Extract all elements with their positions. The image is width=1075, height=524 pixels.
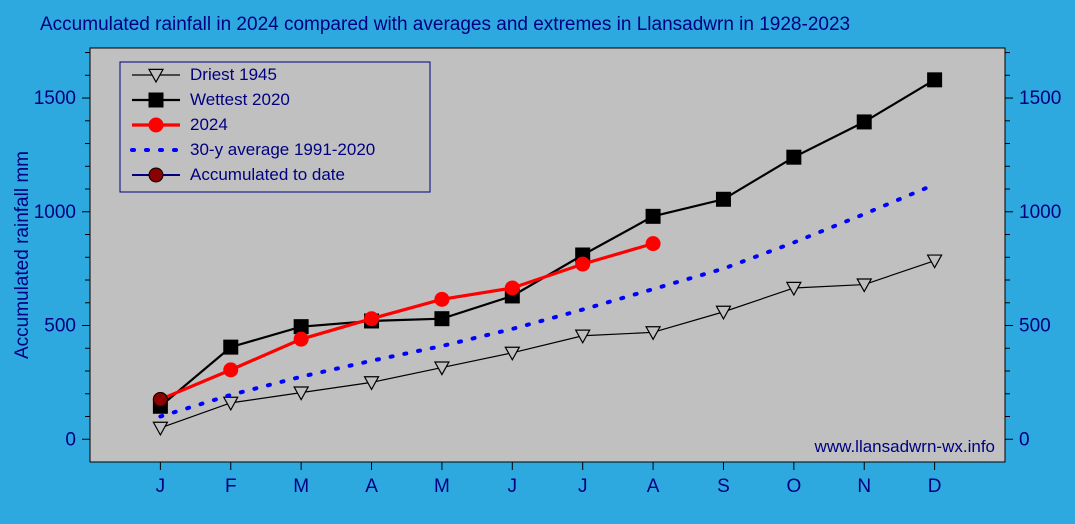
xtick-label: F [225,476,237,497]
ytick-label-left: 500 [44,316,76,337]
xtick-label: A [365,476,378,497]
xtick-label: S [717,476,730,497]
xtick-label: O [786,476,801,497]
legend-label: 30-y average 1991-2020 [190,140,375,159]
legend: Driest 1945 Wettest 2020 2024 30-y average … [120,62,430,192]
ytick-label-right: 500 [1019,316,1051,337]
ytick-label-right: 0 [1019,429,1030,450]
ytick-label-right: 1000 [1019,202,1061,223]
chart-container: Accumulated rainfall in 2024 compared wi… [0,0,1075,524]
ytick-label-left: 1000 [34,202,76,223]
xtick-label: A [647,476,660,497]
legend-label: Wettest 2020 [190,90,290,109]
xtick-label: M [434,476,450,497]
xtick-label: D [928,476,942,497]
ytick-label-left: 1500 [34,88,76,109]
ytick-label-right: 1500 [1019,88,1061,109]
series-accum [153,392,167,406]
xtick-label: J [578,476,588,497]
xtick-label: N [857,476,871,497]
xtick-label: J [508,476,518,497]
ytick-label-left: 0 [65,429,76,450]
legend-item: Wettest 2020 [132,90,290,109]
y-axis-label: Accumulated rainfall mm [12,151,33,359]
legend-label: Driest 1945 [190,65,277,84]
legend-label: Accumulated to date [190,165,345,184]
xtick-label: J [156,476,166,497]
chart-title: Accumulated rainfall in 2024 compared wi… [40,14,850,35]
credit-text: www.llansadwrn-wx.info [814,437,995,456]
xtick-label: M [293,476,309,497]
legend-label: 2024 [190,115,228,134]
